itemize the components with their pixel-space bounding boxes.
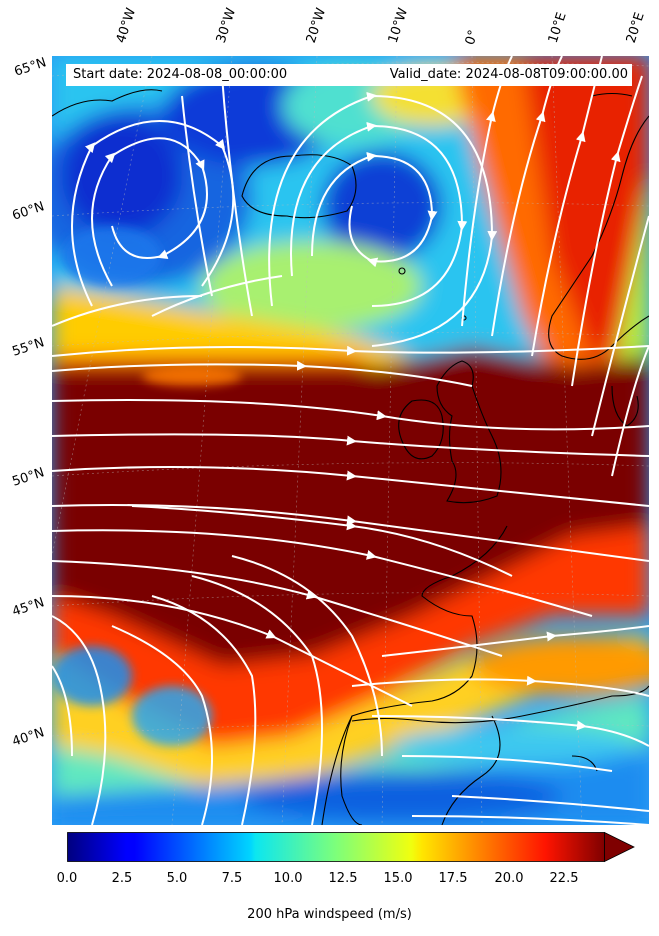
colorbar-tick: 0.0 [56,871,78,886]
colorbar-tick: 17.5 [438,871,468,886]
colorbar-tick: 15.0 [383,871,413,886]
streamlines [52,56,649,825]
colorbar-tick: 7.5 [221,871,243,886]
colorbar-title: 200 hPa windspeed (m/s) [247,907,412,922]
valid-date-label: Valid_date: 2024-08-08T09:00:00.00 [389,67,628,82]
colorbar-tick: 5.0 [166,871,188,886]
colorbar-tick: 20.0 [494,871,524,886]
lon-label-0: 0° [462,28,482,47]
lat-label-55n: 55°N [10,335,47,360]
start-date-label: Start date: 2024-08-08_00:00:00 [73,67,288,82]
windspeed-map [52,56,649,825]
lat-label-65n: 65°N [12,55,49,80]
colorbar-tick: 12.5 [328,871,358,886]
colorbar-tick: 10.0 [273,871,303,886]
lon-label-40w: 40°W [113,6,140,45]
lat-label-60n: 60°N [10,199,47,224]
date-info-bar: Start date: 2024-08-08_00:00:00 Valid_da… [66,64,632,86]
lon-label-20e: 20°E [623,10,648,46]
lon-label-10e: 10°E [545,10,570,46]
graticule [52,56,649,825]
lat-label-40n: 40°N [10,725,47,750]
lat-label-50n: 50°N [10,465,47,490]
lat-label-45n: 45°N [10,595,47,620]
lon-label-10w: 10°W [385,6,412,45]
lon-label-20w: 20°W [303,6,330,45]
colorbar-tick: 22.5 [549,871,579,886]
colorbar-tick: 2.5 [111,871,133,886]
lon-label-30w: 30°W [213,6,240,45]
colorbar [67,832,635,863]
